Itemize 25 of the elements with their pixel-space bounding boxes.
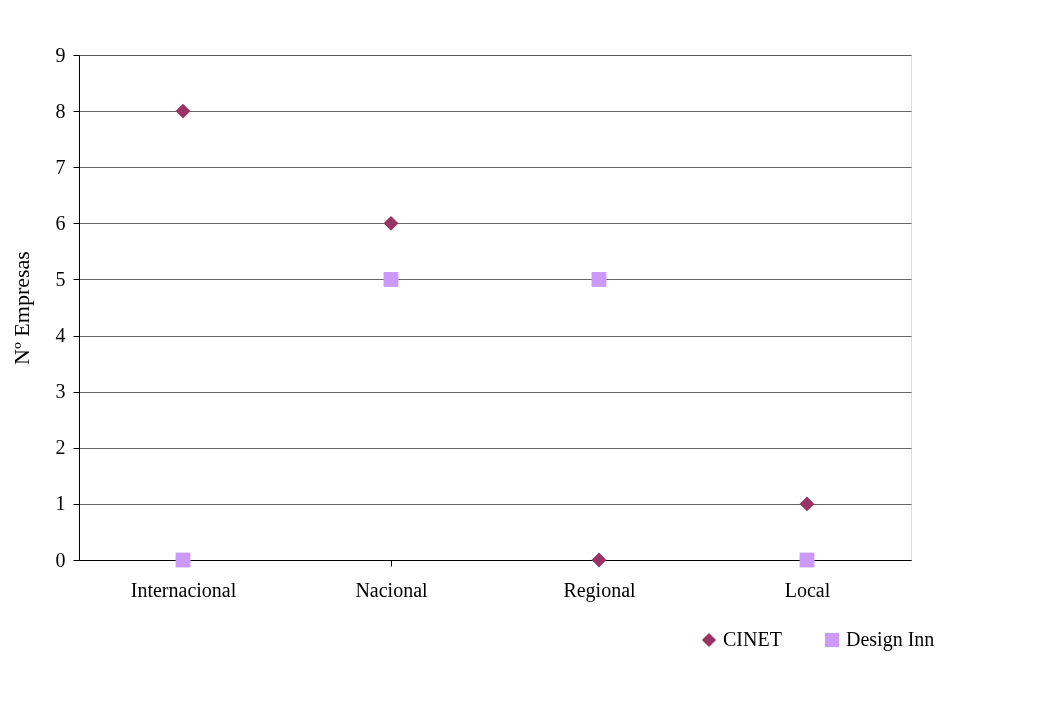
legend-label: CINET bbox=[723, 628, 782, 650]
point bbox=[799, 552, 815, 568]
point bbox=[799, 496, 815, 512]
x-tick-label: Internacional bbox=[130, 578, 237, 601]
y-tick-label: 3 bbox=[55, 380, 66, 403]
y-tick-label: 2 bbox=[55, 436, 66, 459]
point bbox=[175, 552, 191, 568]
y-tick-label: 7 bbox=[55, 155, 66, 178]
x-tick-label: Local bbox=[784, 578, 831, 601]
x-tick-label: Regional bbox=[563, 578, 637, 602]
y-tick-label: 5 bbox=[55, 267, 66, 290]
legend-label: Design Inn bbox=[846, 628, 935, 651]
y-tick-label: 4 bbox=[55, 324, 66, 347]
y-axis-title: Nº Empresas bbox=[8, 251, 34, 365]
y-tick-label: 9 bbox=[55, 43, 66, 66]
point bbox=[175, 103, 191, 119]
y-tick-label: 1 bbox=[55, 492, 66, 515]
point bbox=[591, 552, 607, 568]
y-tick-label: 0 bbox=[55, 548, 66, 571]
point bbox=[591, 272, 607, 287]
point bbox=[383, 215, 399, 231]
x-tick-label: Nacional bbox=[355, 578, 429, 601]
y-tick-label: 6 bbox=[55, 211, 66, 234]
y-tick-label: 8 bbox=[55, 99, 66, 122]
point bbox=[383, 272, 399, 287]
